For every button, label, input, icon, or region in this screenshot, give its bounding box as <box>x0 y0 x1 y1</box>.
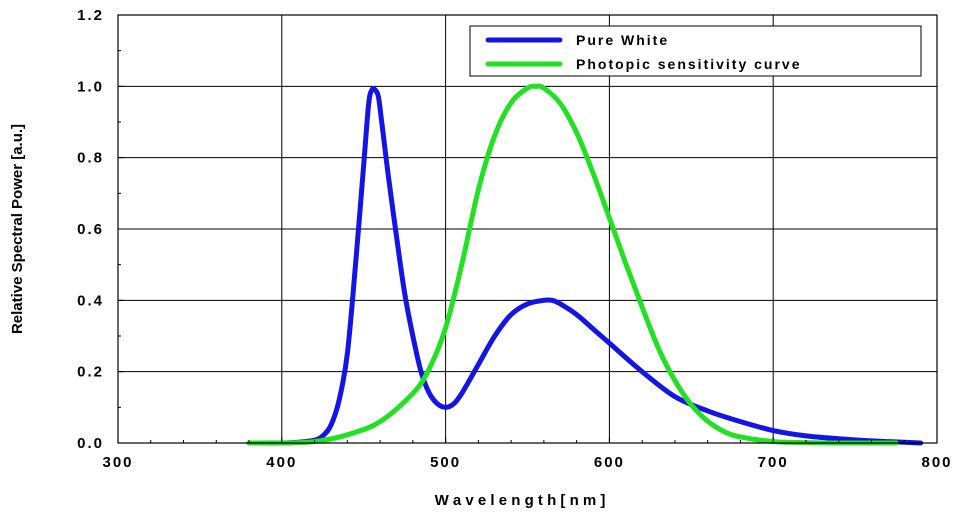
legend-label-photopic-curve: Photopic sensitivity curve <box>576 56 802 72</box>
series-line-pure-white <box>246 86 924 446</box>
x-tick-label: 300 <box>102 454 133 471</box>
series-line-photopic-curve <box>246 83 899 446</box>
y-tick-label: 1.2 <box>77 7 104 24</box>
y-tick-label: 0.0 <box>77 435 104 452</box>
x-tick-label: 500 <box>430 454 461 471</box>
grid-lines <box>118 15 937 443</box>
y-tick-label: 0.8 <box>77 150 104 167</box>
x-tick-label: 600 <box>594 454 625 471</box>
y-tick-labels: 0.0 0.2 0.4 0.6 0.8 1.0 1.2 <box>77 7 104 452</box>
y-tick-label: 0.6 <box>77 221 104 238</box>
y-tick-label: 0.4 <box>77 292 104 309</box>
legend-box <box>469 25 922 77</box>
x-axis-title: W a v e l e n g t h [ n m ] <box>435 492 606 509</box>
x-tick-labels: 300 400 500 600 700 800 <box>102 454 952 471</box>
y-tick-label: 1.0 <box>77 78 104 95</box>
x-tick-label: 800 <box>921 454 952 471</box>
legend: Pure White Photopic sensitivity curve <box>469 25 922 77</box>
x-tick-label: 700 <box>758 454 789 471</box>
x-tick-label: 400 <box>266 454 297 471</box>
y-tick-label: 0.2 <box>77 364 104 381</box>
legend-label-pure-white: Pure White <box>576 32 669 48</box>
y-axis-title: Relative Spectral Power [a.u.] <box>9 124 26 334</box>
series-layer <box>246 83 924 446</box>
axis-ticks <box>117 14 938 444</box>
